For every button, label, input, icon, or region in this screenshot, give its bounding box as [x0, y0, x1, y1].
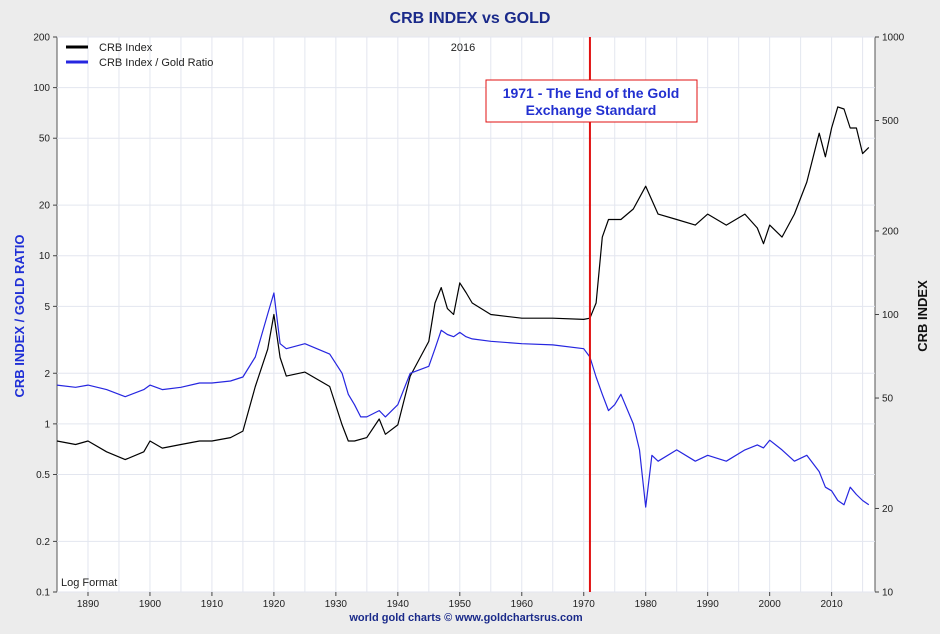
y-right-tick-label: 10 — [882, 588, 894, 599]
chart-subtitle: 2016 — [451, 42, 475, 54]
x-tick-label: 1900 — [139, 599, 162, 610]
y-right-tick-label: 1000 — [882, 33, 905, 44]
x-tick-label: 2000 — [759, 599, 782, 610]
annotation-text-line2: Exchange Standard — [526, 102, 657, 118]
y-right-tick-label: 100 — [882, 310, 899, 321]
x-tick-label: 2010 — [820, 599, 843, 610]
plot-background — [56, 36, 876, 593]
y-axis-right-ticks: 10 20 50 100 200 500 1000 — [875, 33, 905, 599]
x-tick-label: 1910 — [201, 599, 224, 610]
y-left-tick-label: 10 — [39, 251, 51, 262]
y-left-tick-label: 50 — [39, 134, 51, 145]
y-left-tick-label: 0.5 — [36, 470, 50, 481]
y-left-tick-label: 0.2 — [36, 537, 50, 548]
y-right-tick-label: 500 — [882, 116, 899, 127]
y-right-tick-label: 200 — [882, 226, 899, 237]
x-tick-label: 1930 — [325, 599, 348, 610]
y-left-tick-label: 100 — [33, 83, 50, 94]
series-layer — [56, 106, 870, 508]
y-axis-left-ticks: 0.1 0.2 0.5 1 2 5 10 20 50 100 200 — [33, 33, 57, 599]
y-left-tick-label: 0.1 — [36, 588, 50, 599]
x-tick-label: 1940 — [387, 599, 410, 610]
x-tick-label: 1990 — [697, 599, 720, 610]
y-axis-left-label: CRB INDEX / GOLD RATIO — [12, 235, 27, 398]
x-tick-label: 1980 — [635, 599, 658, 610]
y-right-tick-label: 20 — [882, 504, 894, 515]
y-axis-right-label: CRB INDEX — [915, 280, 930, 352]
x-tick-label: 1960 — [511, 599, 534, 610]
legend-label-ratio: CRB Index / Gold Ratio — [99, 57, 213, 69]
series-line-crb-gold-ratio — [56, 292, 870, 508]
chart-title: CRB INDEX vs GOLD — [390, 10, 551, 27]
series-line-crb-index — [56, 106, 870, 461]
source-credit: world gold charts © www.goldchartsrus.co… — [348, 612, 582, 624]
legend: CRB Index CRB Index / Gold Ratio — [66, 42, 213, 69]
y-left-tick-label: 20 — [39, 201, 51, 212]
y-left-tick-label: 2 — [44, 369, 50, 380]
y-right-tick-label: 50 — [882, 394, 894, 405]
annotation-text-line1: 1971 - The End of the Gold — [503, 85, 680, 101]
x-tick-label: 1970 — [573, 599, 596, 610]
x-tick-label: 1890 — [77, 599, 100, 610]
x-tick-label: 1950 — [449, 599, 472, 610]
y-left-tick-label: 1 — [44, 419, 50, 430]
legend-label-crb: CRB Index — [99, 42, 153, 54]
y-left-tick-label: 200 — [33, 33, 50, 44]
x-tick-label: 1920 — [263, 599, 286, 610]
y-left-tick-label: 5 — [44, 302, 50, 313]
annotation-box: 1971 - The End of the Gold Exchange Stan… — [485, 79, 698, 123]
x-axis-ticks: 1890 1900 1910 1920 1930 1940 1950 1960 1970 1980… — [77, 592, 843, 610]
scale-note: Log Format — [61, 577, 117, 589]
